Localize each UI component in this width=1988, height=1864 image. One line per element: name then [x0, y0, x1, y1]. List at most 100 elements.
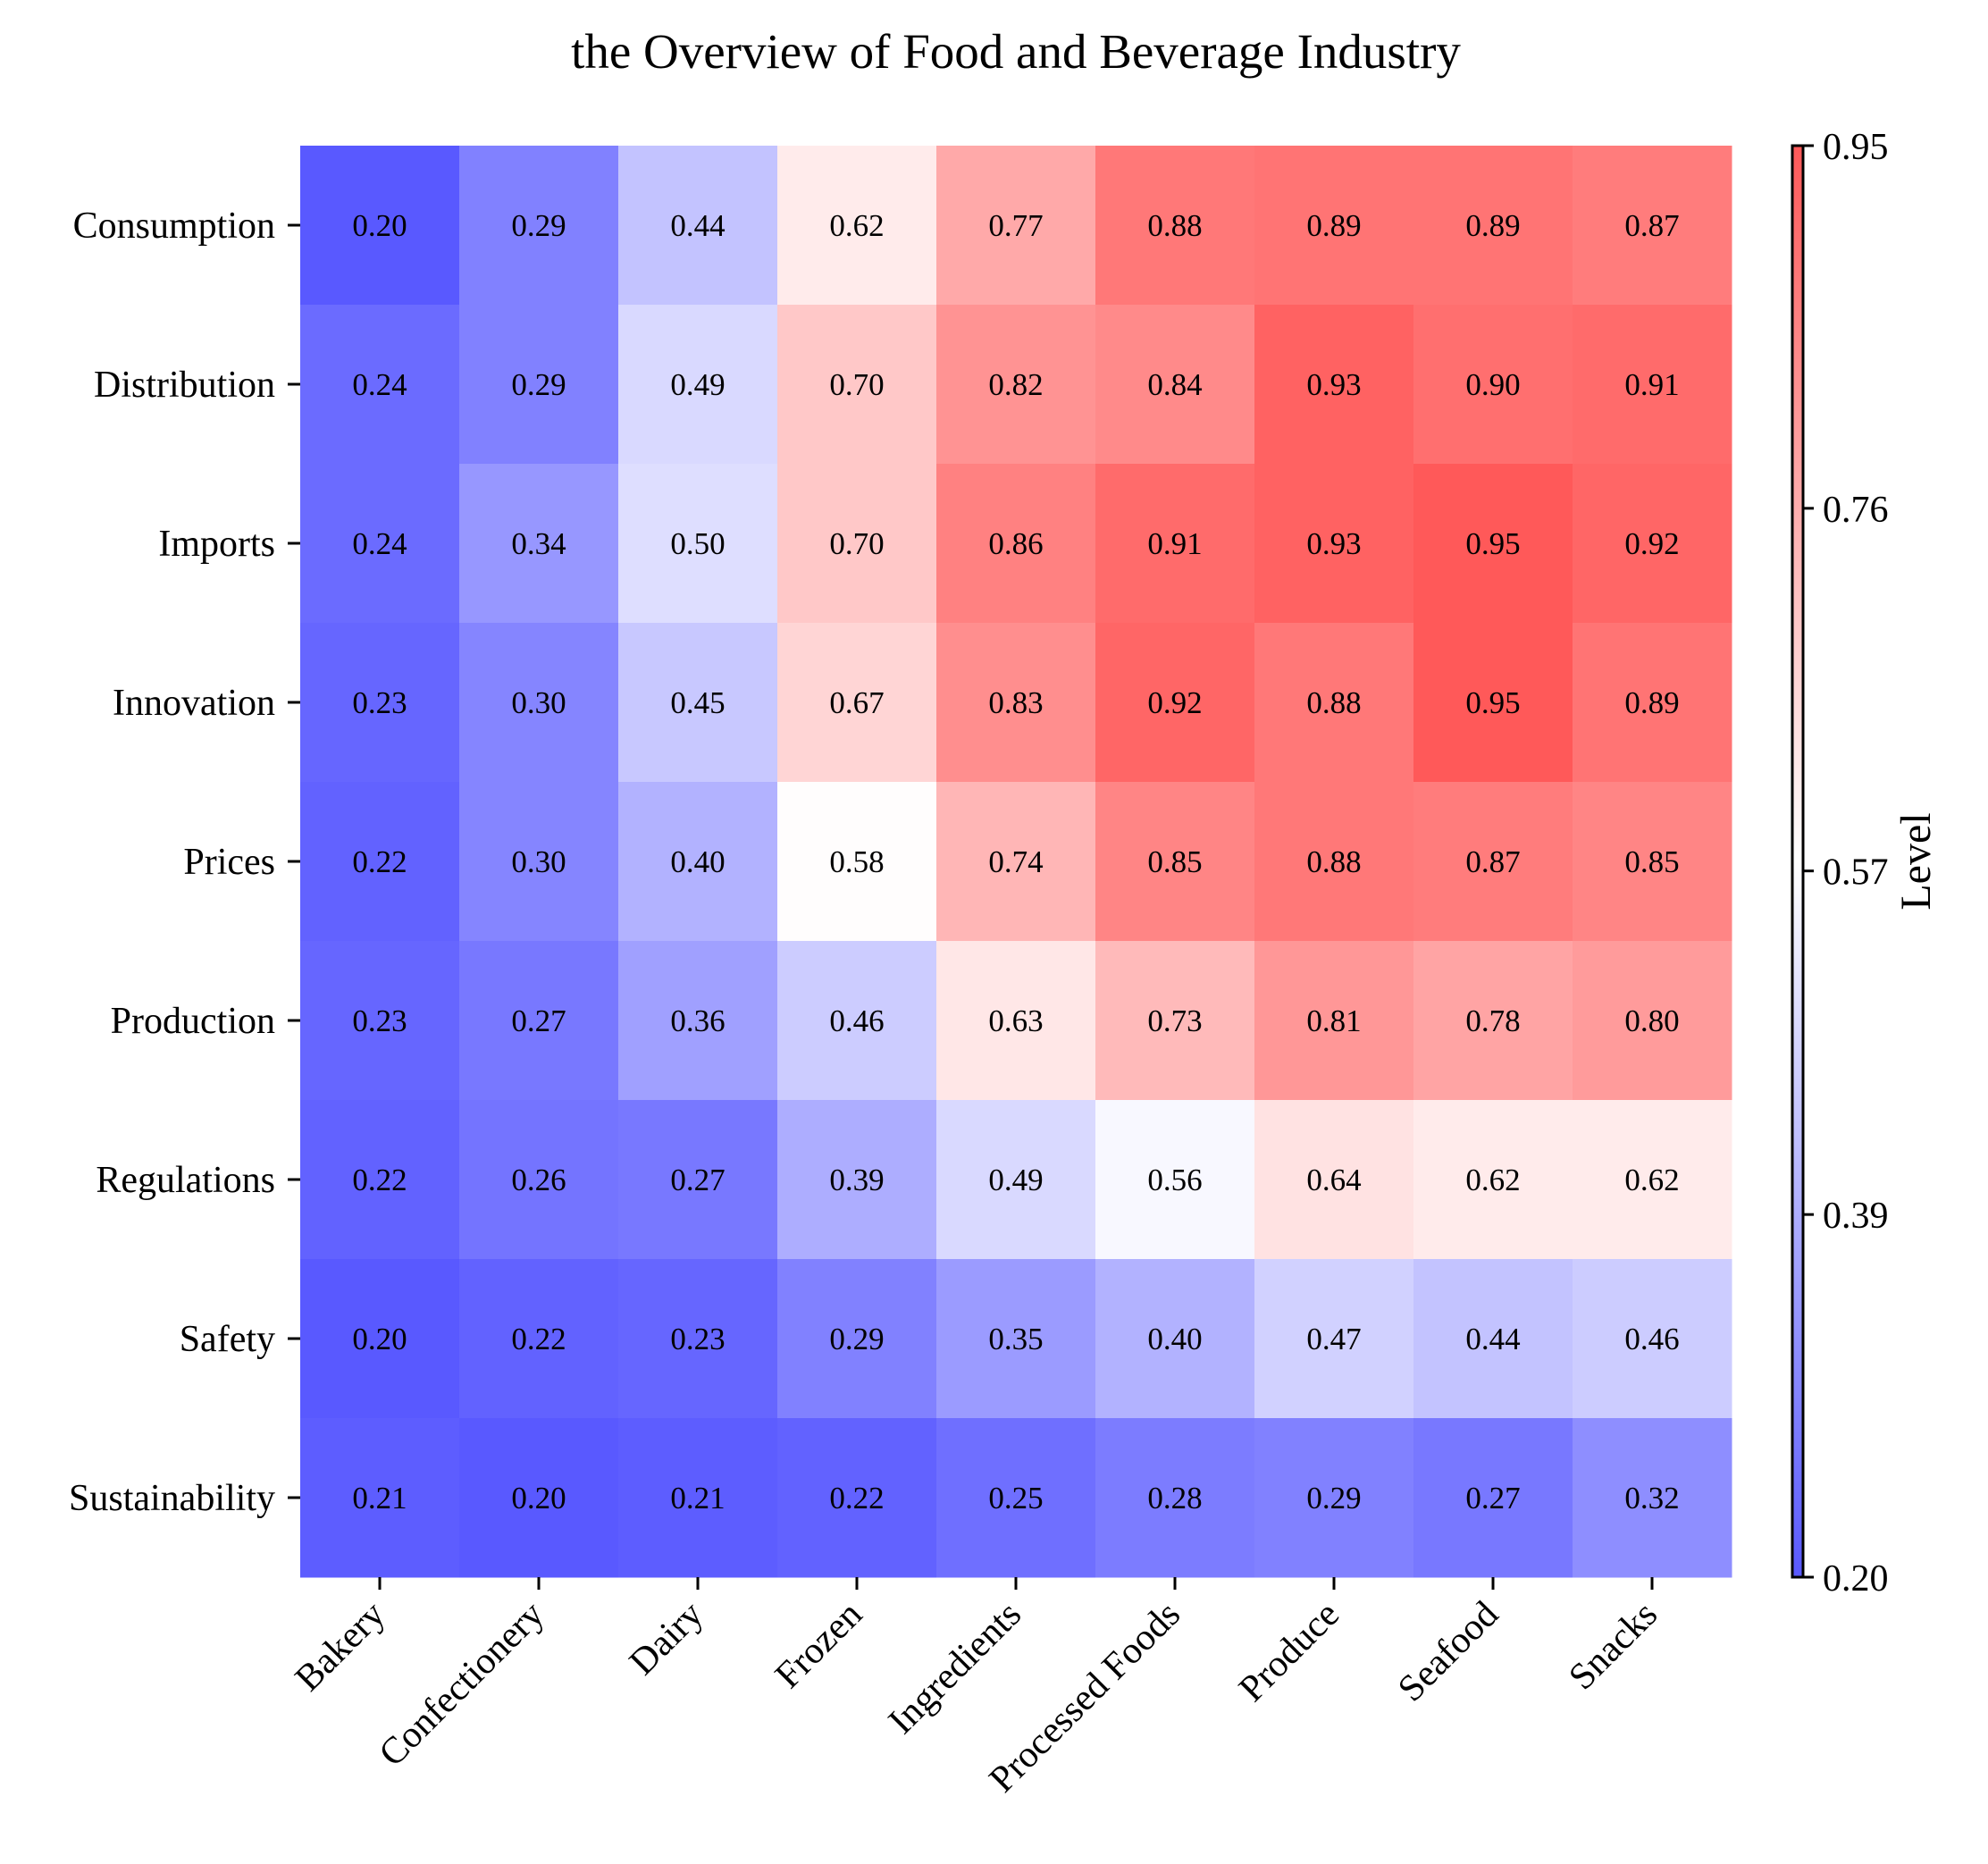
cell-value-label: 0.22 — [829, 1481, 884, 1516]
heatmap-cell — [936, 782, 1096, 942]
heatmap-cell — [618, 146, 778, 306]
heatmap-cell — [1254, 1100, 1414, 1260]
heatmap-cell — [1413, 782, 1573, 942]
cell-value-label: 0.45 — [670, 685, 725, 720]
heatmap-cell — [777, 146, 937, 306]
heatmap-cell — [777, 464, 937, 624]
cell-value-label: 0.87 — [1465, 844, 1520, 879]
heatmap-cells — [300, 146, 1732, 1578]
x-tick-label: Ingredients — [881, 1594, 1029, 1742]
cell-value-label: 0.95 — [1465, 526, 1520, 561]
heatmap-cell — [618, 1418, 778, 1578]
cell-value-label: 0.23 — [352, 1003, 407, 1038]
cell-value-label: 0.86 — [988, 526, 1043, 561]
y-tick-label: Production — [111, 1001, 275, 1042]
cell-value-label: 0.84 — [1147, 367, 1202, 402]
y-tick-label: Imports — [158, 524, 275, 565]
cell-value-label: 0.90 — [1465, 367, 1520, 402]
cell-value-label: 0.44 — [1465, 1322, 1520, 1356]
heatmap-cell — [300, 782, 460, 942]
cell-value-label: 0.24 — [352, 367, 407, 402]
heatmap-cell — [1573, 1259, 1732, 1419]
cell-value-label: 0.46 — [829, 1003, 884, 1038]
heatmap-cell — [618, 305, 778, 465]
heatmap-cell — [777, 782, 937, 942]
colorbar-gradient — [1791, 144, 1805, 1579]
x-tick-label: Dairy — [622, 1594, 711, 1683]
y-tick-label: Distribution — [94, 365, 275, 406]
cell-value-label: 0.40 — [1147, 1322, 1202, 1356]
cell-value-label: 0.73 — [1147, 1003, 1202, 1038]
y-tick-label: Sustainability — [69, 1478, 275, 1519]
cell-value-label: 0.21 — [670, 1481, 725, 1516]
heatmap-cell — [1413, 941, 1573, 1101]
y-tick-label: Consumption — [73, 206, 275, 247]
heatmap-cell — [1095, 1100, 1255, 1260]
cell-value-label: 0.70 — [829, 367, 884, 402]
cell-value-label: 0.91 — [1147, 526, 1202, 561]
cell-value-label: 0.88 — [1306, 685, 1361, 720]
cell-value-label: 0.91 — [1624, 367, 1679, 402]
cell-value-label: 0.21 — [352, 1481, 407, 1516]
heatmap-cell — [618, 1100, 778, 1260]
cell-value-label: 0.27 — [670, 1163, 725, 1197]
cell-value-label: 0.26 — [511, 1163, 566, 1197]
heatmap-cell — [459, 941, 619, 1101]
cell-value-label: 0.58 — [829, 844, 884, 879]
heatmap-cell — [459, 146, 619, 306]
cell-value-label: 0.24 — [352, 526, 407, 561]
heatmap-cell — [300, 623, 460, 783]
cell-value-label: 0.29 — [511, 367, 566, 402]
heatmap-cell — [300, 941, 460, 1101]
heatmap-cell — [1573, 146, 1732, 306]
heatmap-cell — [1413, 305, 1573, 465]
heatmap-cell — [1254, 941, 1414, 1101]
cell-value-label: 0.49 — [988, 1163, 1043, 1197]
cell-value-label: 0.56 — [1147, 1163, 1202, 1197]
cell-value-label: 0.85 — [1624, 844, 1679, 879]
cell-value-label: 0.81 — [1306, 1003, 1361, 1038]
y-tick-label: Innovation — [113, 683, 275, 724]
heatmap-cell — [936, 1259, 1096, 1419]
heatmap-cell — [1095, 623, 1255, 783]
heatmap-cell — [936, 464, 1096, 624]
heatmap-cell — [777, 1259, 937, 1419]
heatmap-cell — [300, 464, 460, 624]
heatmap-cell — [1095, 1259, 1255, 1419]
x-tick-label: Frozen — [768, 1594, 870, 1697]
cell-value-label: 0.70 — [829, 526, 884, 561]
x-tick-label: Bakery — [288, 1594, 393, 1700]
cell-value-label: 0.67 — [829, 685, 884, 720]
cell-value-label: 0.49 — [670, 367, 725, 402]
y-tick-label: Regulations — [96, 1160, 275, 1201]
heatmap-cell — [1254, 1259, 1414, 1419]
colorbar-tick-label: 0.95 — [1823, 127, 1889, 168]
heatmap-cell — [618, 623, 778, 783]
colorbar-tick-label: 0.57 — [1823, 852, 1889, 894]
cell-value-label: 0.46 — [1624, 1322, 1679, 1356]
cell-value-label: 0.62 — [829, 208, 884, 243]
cell-value-label: 0.50 — [670, 526, 725, 561]
heatmap-cell — [618, 941, 778, 1101]
heatmap-cell — [1095, 146, 1255, 306]
cell-value-label: 0.36 — [670, 1003, 725, 1038]
cell-value-label: 0.93 — [1306, 526, 1361, 561]
heatmap-cell — [459, 623, 619, 783]
y-tick-label: Safety — [180, 1319, 275, 1360]
cell-value-label: 0.85 — [1147, 844, 1202, 879]
heatmap-cell — [1254, 464, 1414, 624]
heatmap-cell — [1095, 305, 1255, 465]
cell-value-label: 0.64 — [1306, 1163, 1361, 1197]
cell-value-label: 0.20 — [352, 208, 407, 243]
cell-value-label: 0.80 — [1624, 1003, 1679, 1038]
heatmap-cell — [1254, 782, 1414, 942]
cell-value-label: 0.62 — [1465, 1163, 1520, 1197]
cell-value-label: 0.74 — [988, 844, 1043, 879]
cell-value-label: 0.62 — [1624, 1163, 1679, 1197]
heatmap-cell — [936, 1100, 1096, 1260]
heatmap-cell — [1095, 782, 1255, 942]
heatmap-cell — [1254, 146, 1414, 306]
heatmap-cell — [618, 782, 778, 942]
heatmap-cell — [936, 941, 1096, 1101]
